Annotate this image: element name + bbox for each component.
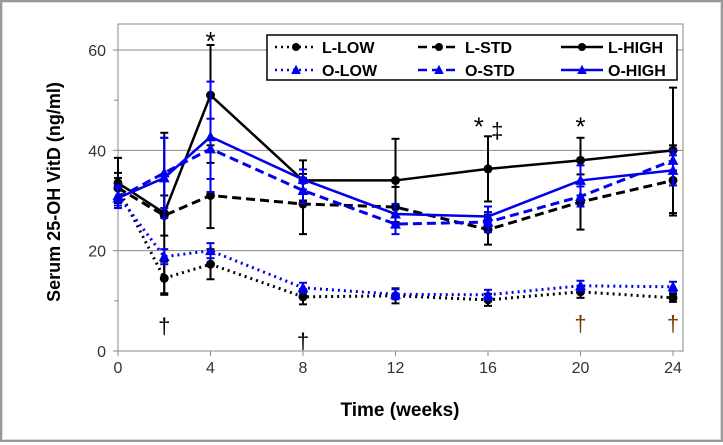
circle-marker [668, 293, 678, 303]
significance-marker: * [575, 111, 585, 141]
significance-marker: † [297, 328, 309, 353]
y-axis-label: Serum 25-OH VitD (ng/ml) [44, 82, 64, 302]
circle-marker [578, 43, 586, 51]
y-tick-label: 60 [88, 43, 106, 60]
triangle-marker [577, 64, 587, 74]
triangle-marker [297, 281, 309, 293]
triangle-marker [390, 288, 401, 299]
series-line [117, 178, 674, 232]
y-tick-label: 20 [88, 244, 106, 261]
legend-label: L-STD [465, 40, 512, 57]
significance-marker: † [574, 311, 586, 336]
x-tick-label: 12 [387, 360, 405, 377]
legend-label: L-LOW [322, 40, 375, 57]
legend-box [266, 34, 678, 81]
significance-marker: * [474, 111, 484, 141]
triangle-marker [575, 279, 586, 291]
triangle-marker [434, 64, 444, 74]
x-tick-label: 0 [114, 360, 123, 377]
x-tick-label: 24 [664, 360, 682, 377]
circle-marker [206, 190, 215, 200]
series-o-low [112, 184, 679, 301]
triangle-marker [390, 208, 401, 219]
series-o-high [112, 80, 679, 228]
circle-marker [391, 175, 400, 185]
triangle-marker [291, 64, 301, 74]
significance-marker: ‡ [491, 118, 503, 143]
circle-marker [298, 199, 308, 209]
x-tick-label: 20 [572, 360, 590, 377]
y-tick-label: 0 [97, 344, 106, 361]
legend-label: O-LOW [322, 63, 378, 80]
x-tick-label: 4 [206, 360, 215, 377]
triangle-marker [158, 250, 170, 262]
series-l-high [113, 43, 678, 295]
triangle-marker [205, 130, 216, 142]
triangle-marker [667, 280, 679, 292]
x-tick-label: 16 [479, 360, 497, 377]
series-line [116, 187, 674, 302]
legend-label: O-STD [465, 63, 515, 80]
legend-label: O-HIGH [608, 63, 666, 80]
circle-marker [576, 155, 585, 165]
significance-marker: * [205, 26, 215, 56]
significance-marker: † [667, 311, 679, 336]
circle-marker [483, 164, 493, 174]
series-line [117, 135, 674, 218]
series-line [116, 194, 674, 297]
triangle-marker [297, 173, 309, 184]
y-tick-label: 40 [88, 143, 106, 160]
circle-marker [435, 43, 443, 51]
legend-label: L-HIGH [608, 40, 663, 57]
circle-marker [292, 43, 300, 51]
significance-marker: † [158, 313, 170, 338]
triangle-marker [667, 164, 679, 175]
legend: L-LOW L-STD L-HIGH O-LOW O-STD O-HIGH [266, 34, 678, 81]
x-tick-label: 8 [299, 360, 308, 377]
triangle-marker [482, 288, 494, 300]
triangle-marker [158, 172, 170, 183]
triangle-marker [112, 192, 124, 203]
series-line [117, 147, 674, 226]
triangle-marker [482, 210, 494, 222]
x-axis-label: Time (weeks) [341, 400, 460, 421]
chart: 0 20 40 60 0 4 8 12 16 20 24 * † † * ‡ * † † Time (weeks)… [44, 23, 684, 421]
triangle-marker [205, 244, 216, 256]
circle-marker [206, 259, 215, 269]
series-line [117, 92, 674, 215]
circle-marker [298, 292, 308, 302]
triangle-marker [575, 174, 586, 185]
